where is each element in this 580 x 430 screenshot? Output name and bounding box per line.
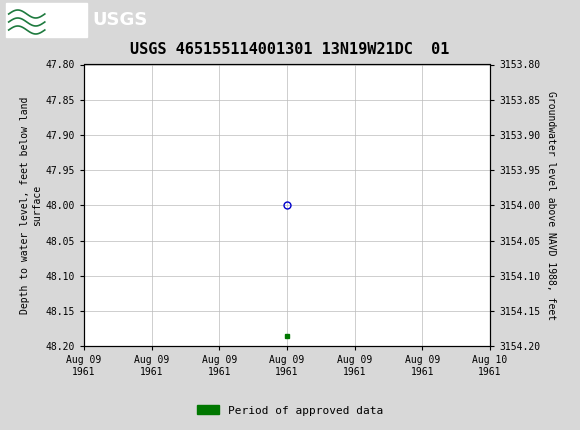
Legend: Period of approved data: Period of approved data [193,401,387,420]
Bar [6,3,87,37]
Y-axis label: Groundwater level above NAVD 1988, feet: Groundwater level above NAVD 1988, feet [546,91,556,320]
Text: USGS: USGS [93,11,148,29]
Y-axis label: Depth to water level, feet below land
surface: Depth to water level, feet below land su… [20,97,42,314]
Text: USGS 465155114001301 13N19W21DC  01: USGS 465155114001301 13N19W21DC 01 [130,42,450,57]
